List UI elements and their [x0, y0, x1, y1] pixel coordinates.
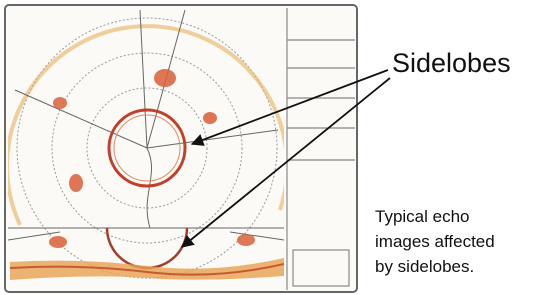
caption-line: Typical echo — [375, 207, 470, 226]
caption-line: by sidelobes. — [375, 257, 474, 276]
page: Sidelobes Typical echo images affected b… — [0, 0, 543, 295]
callout-label: Sidelobes — [392, 48, 511, 78]
caption-line: images affected — [375, 232, 495, 251]
diagram: Sidelobes Typical echo images affected b… — [0, 0, 543, 295]
